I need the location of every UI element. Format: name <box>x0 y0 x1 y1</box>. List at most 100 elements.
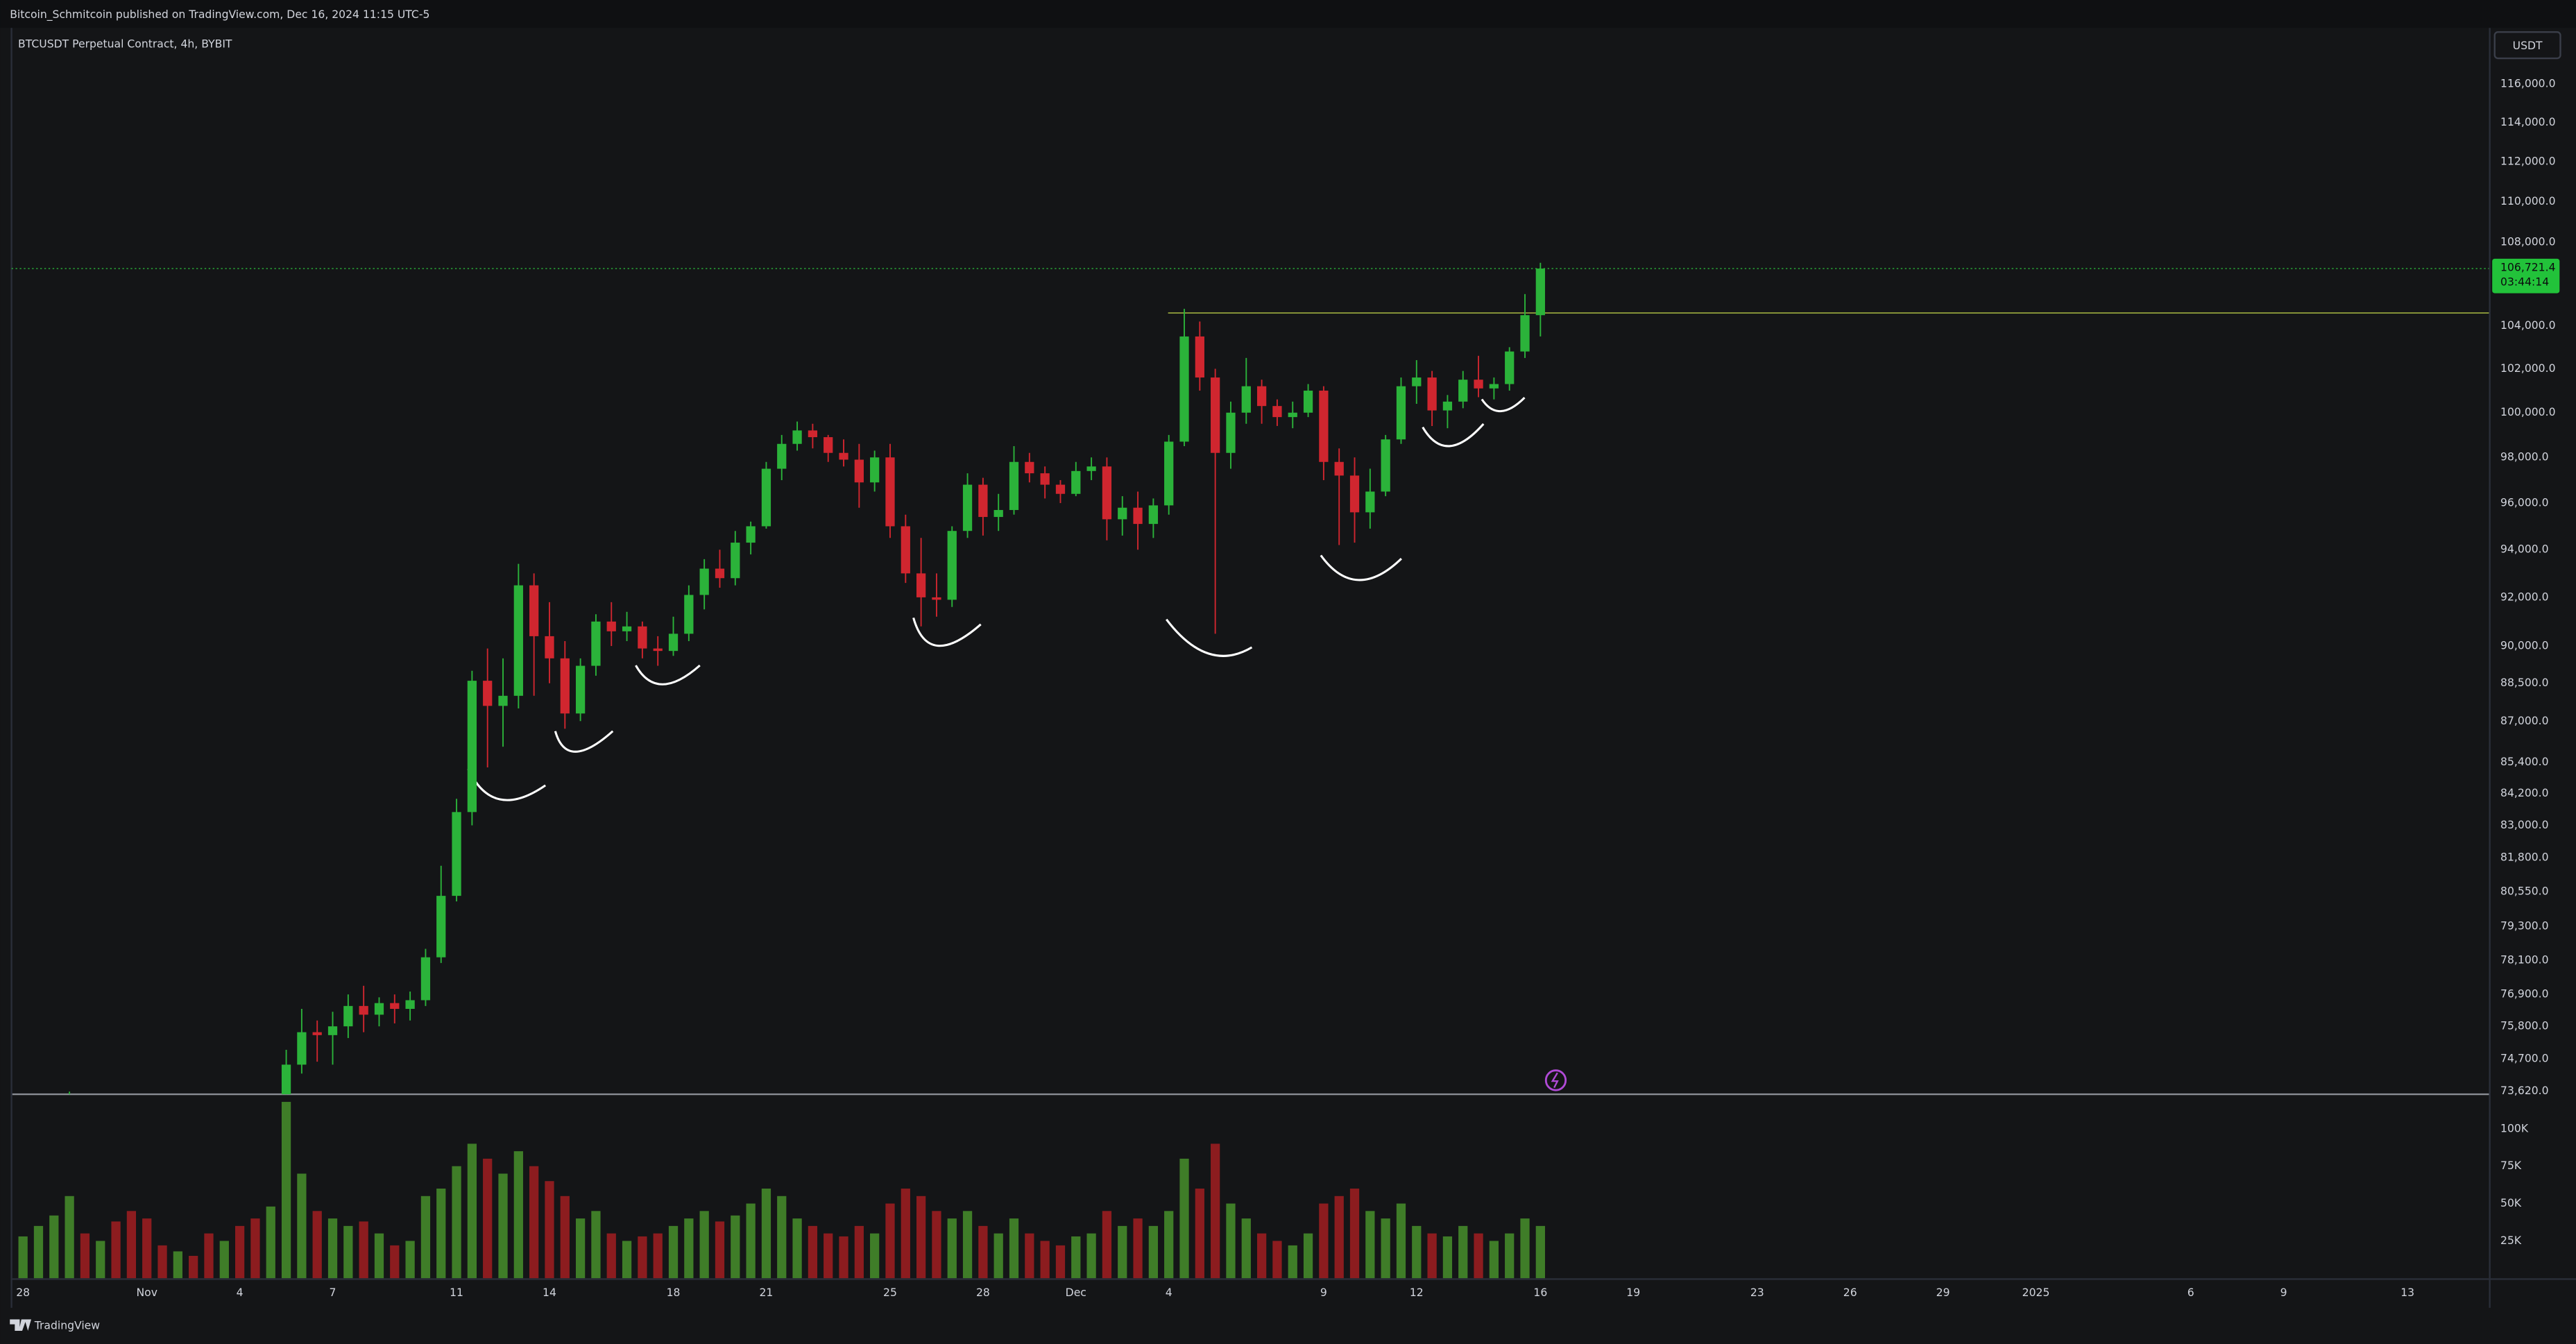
volume-bar <box>1535 1225 1545 1279</box>
volume-bar <box>436 1189 446 1279</box>
volume-bar <box>1505 1233 1515 1279</box>
arc-drawing <box>1166 618 1253 657</box>
candle-body <box>420 957 431 1001</box>
candle-body <box>885 457 895 527</box>
candle-body <box>824 437 833 453</box>
y-tick-label: 110,000.0 <box>2500 195 2555 207</box>
volume-bar <box>1365 1211 1375 1279</box>
volume-bar <box>1179 1158 1189 1279</box>
y-tick-label: 85,400.0 <box>2500 756 2549 768</box>
candle-body <box>312 1032 322 1035</box>
arc-drawing <box>1422 423 1485 448</box>
volume-bar <box>343 1225 353 1279</box>
volume-bar <box>622 1241 632 1279</box>
candle-body <box>1303 390 1313 413</box>
volume-bar <box>483 1158 493 1279</box>
candle-body <box>1272 406 1282 418</box>
candle-body <box>1164 441 1174 506</box>
candle-body <box>1025 461 1034 474</box>
candle-body <box>560 658 570 714</box>
candle-body <box>839 452 848 460</box>
volume-bar <box>1458 1225 1468 1279</box>
arc-drawing <box>912 617 982 647</box>
volume-bar <box>947 1218 957 1279</box>
candle-body <box>622 626 632 631</box>
alert-bolt[interactable] <box>1551 1072 1559 1089</box>
volume-bar <box>1164 1211 1174 1279</box>
volume-bar <box>560 1196 570 1279</box>
candle-body <box>1102 466 1112 520</box>
candle-body <box>1427 377 1437 411</box>
candle-body <box>1505 351 1515 384</box>
alert-circle[interactable] <box>1544 1069 1567 1091</box>
x-tick-label: 28 <box>976 1286 990 1299</box>
volume-bar <box>932 1211 941 1279</box>
y-tick-label: 100,000.0 <box>2500 406 2555 418</box>
brand-name: TradingView <box>34 1319 101 1332</box>
candle-body <box>1040 473 1050 485</box>
volume-bar <box>498 1173 508 1279</box>
volume-bar <box>1040 1241 1050 1279</box>
volume-tick-label: 100K <box>2500 1122 2529 1134</box>
volume-bar <box>96 1241 105 1279</box>
y-tick-label: 102,000.0 <box>2500 362 2555 375</box>
volume-bar <box>111 1221 121 1279</box>
volume-bar <box>65 1196 74 1279</box>
volume-bar <box>1086 1233 1096 1279</box>
volume-bar <box>452 1166 461 1279</box>
candle-body <box>591 621 601 666</box>
symbol-title: BTCUSDT Perpetual Contract, 4h, BYBIT <box>18 37 232 50</box>
volume-bar <box>731 1215 740 1279</box>
candle-body <box>792 430 802 444</box>
volume-bar <box>1381 1218 1390 1279</box>
currency-button[interactable] <box>2493 31 2561 60</box>
volume-bar <box>374 1233 384 1279</box>
x-tick-label: Dec <box>1066 1286 1086 1299</box>
volume-bar <box>854 1225 864 1279</box>
volume-bar <box>1396 1203 1406 1279</box>
x-tick-label: 29 <box>1936 1286 1950 1299</box>
x-tick-label: 7 <box>330 1286 336 1299</box>
candle-body <box>606 621 616 631</box>
volume-bar <box>699 1211 709 1279</box>
x-tick-label: 9 <box>2280 1286 2287 1299</box>
y-tick-label: 87,000.0 <box>2500 715 2549 727</box>
volume-bar <box>250 1218 260 1279</box>
candle-body <box>1365 491 1375 513</box>
candle-body <box>1535 269 1545 316</box>
volume-bar <box>390 1245 400 1279</box>
volume-bar <box>1288 1245 1297 1279</box>
volume-bar <box>1489 1241 1499 1279</box>
currency[interactable]: USDT <box>2513 40 2543 52</box>
volume-bar <box>359 1221 368 1279</box>
candle-body <box>1118 507 1127 520</box>
alert-icon[interactable] <box>1544 1069 1567 1091</box>
x-tick-label: 2025 <box>2022 1286 2050 1299</box>
x-tick-label: 4 <box>237 1286 244 1299</box>
candle-body <box>978 484 988 518</box>
volume-bar <box>266 1206 275 1279</box>
candle-body <box>746 526 756 543</box>
candle-body <box>1179 336 1189 442</box>
volume-bar <box>1442 1236 1453 1279</box>
volume-bar <box>189 1255 198 1279</box>
volume-bar <box>1148 1225 1159 1279</box>
candle-body <box>761 468 771 527</box>
x-tick-label: 28 <box>16 1286 30 1299</box>
volume-bar <box>746 1203 756 1279</box>
candle-body <box>901 526 910 574</box>
candle-body <box>1412 377 1422 386</box>
candle-body <box>1458 380 1468 402</box>
volume-bar <box>962 1211 973 1279</box>
candle-body <box>699 568 709 595</box>
volume-bar <box>653 1233 663 1279</box>
volume-bar <box>1256 1233 1267 1279</box>
candle-body <box>962 484 973 531</box>
y-tick-label: 96,000.0 <box>2500 497 2549 509</box>
volume-bar <box>1133 1218 1143 1279</box>
arc-drawing <box>554 730 614 753</box>
x-tick-label: 23 <box>1750 1286 1764 1299</box>
y-tick-label: 92,000.0 <box>2500 590 2549 603</box>
candle-body <box>281 1064 291 1095</box>
volume-bar <box>1334 1196 1344 1279</box>
